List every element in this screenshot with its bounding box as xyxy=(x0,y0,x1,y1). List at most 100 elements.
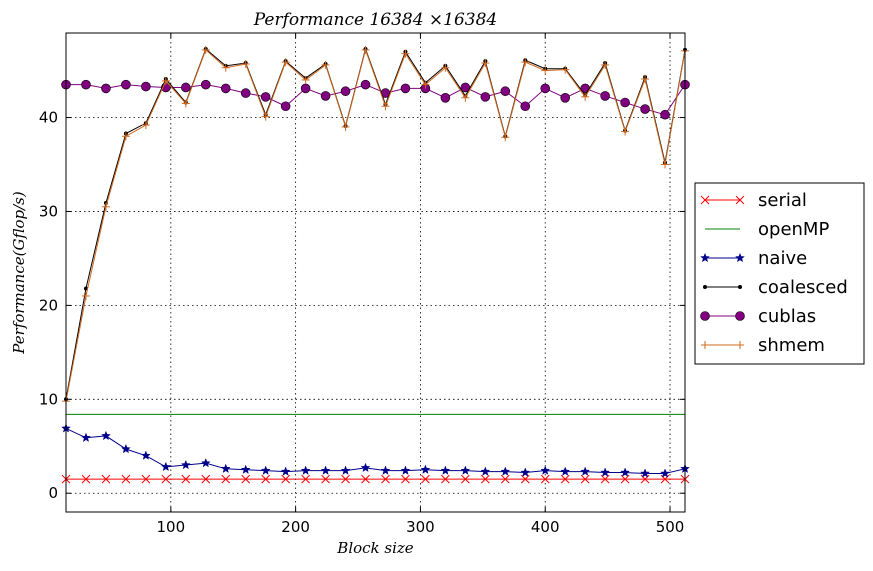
legend-entry-shmem: shmem xyxy=(701,335,825,356)
data-point-cublas xyxy=(560,93,570,103)
x-tick-label: 200 xyxy=(281,518,310,536)
data-point-naive xyxy=(160,461,171,472)
data-point-shmem xyxy=(601,60,610,69)
grid xyxy=(66,33,685,512)
data-point-naive xyxy=(540,465,551,475)
legend-entry-coalesced: coalesced xyxy=(703,277,848,298)
legend: serial openMP naive coalesced cublas shmem xyxy=(694,182,865,365)
data-point-shmem xyxy=(181,99,190,108)
legend-label-cublas: cublas xyxy=(758,306,816,327)
data-point-naive xyxy=(120,443,131,454)
data-point-cublas xyxy=(320,91,331,101)
data-point-serial xyxy=(121,474,131,484)
series-shmem xyxy=(62,45,689,406)
data-point-serial xyxy=(301,474,310,484)
y-axis-title: Performance(Gflop/s) xyxy=(10,191,28,355)
data-point-shmem xyxy=(381,102,390,111)
data-point-serial xyxy=(540,474,550,484)
data-point-naive xyxy=(620,467,631,477)
data-point-shmem xyxy=(161,76,170,85)
data-point-shmem xyxy=(541,66,550,75)
data-point-naive xyxy=(140,450,151,460)
data-point-shmem xyxy=(281,58,290,67)
data-point-serial xyxy=(181,474,191,484)
data-point-naive xyxy=(500,466,511,476)
data-point-cublas xyxy=(220,83,231,94)
data-point-shmem xyxy=(621,127,630,136)
data-point-serial xyxy=(341,474,350,484)
x-tick-label: 500 xyxy=(656,518,685,536)
series-line-coalesced xyxy=(65,47,686,400)
data-point-serial xyxy=(321,474,330,484)
legend-marker-shmem xyxy=(736,341,744,349)
y-tick-label: 10 xyxy=(39,390,58,408)
data-point-naive xyxy=(640,468,651,478)
data-point-serial xyxy=(421,474,430,484)
data-point-cublas xyxy=(540,83,551,94)
data-point-shmem xyxy=(221,63,230,72)
series-line-cublas xyxy=(66,84,686,116)
plot-frame xyxy=(65,32,686,513)
data-point-shmem xyxy=(101,202,110,211)
legend-marker-serial xyxy=(700,195,710,205)
data-point-naive xyxy=(240,464,251,474)
y-tick-label: 0 xyxy=(48,484,58,502)
data-point-naive xyxy=(440,465,451,475)
legend-marker-naive xyxy=(735,252,745,263)
data-point-naive xyxy=(420,464,431,474)
data-point-serial xyxy=(141,474,151,484)
data-point-cublas xyxy=(141,81,151,92)
data-point-cublas xyxy=(280,101,291,112)
legend-marker-cublas xyxy=(735,311,745,321)
data-point-shmem xyxy=(81,291,90,300)
x-tick-label: 100 xyxy=(157,518,186,536)
data-point-serial xyxy=(500,474,510,484)
data-point-shmem xyxy=(501,133,510,142)
data-point-naive xyxy=(600,467,611,477)
legend-box xyxy=(694,182,865,365)
data-point-naive xyxy=(260,465,271,475)
data-point-naive xyxy=(380,465,391,475)
legend-marker-coalesced xyxy=(703,285,707,289)
data-point-shmem xyxy=(301,75,310,84)
data-point-shmem xyxy=(481,59,490,68)
data-point-shmem xyxy=(361,45,370,54)
data-point-serial xyxy=(560,474,570,484)
legend-marker-cublas xyxy=(700,311,710,321)
series-serial xyxy=(61,474,690,484)
data-point-shmem xyxy=(461,93,470,102)
x-tick-label: 300 xyxy=(406,518,435,536)
data-point-serial xyxy=(261,474,271,484)
data-point-serial xyxy=(81,474,91,484)
data-point-serial xyxy=(241,474,251,484)
data-point-cublas xyxy=(121,79,131,90)
data-point-serial xyxy=(221,474,231,484)
data-point-cublas xyxy=(240,88,251,98)
data-point-cublas xyxy=(620,97,630,108)
y-tick-label: 20 xyxy=(39,296,58,314)
data-point-cublas xyxy=(600,91,610,101)
legend-label-shmem: shmem xyxy=(758,335,825,356)
data-point-cublas xyxy=(200,79,211,90)
data-point-serial xyxy=(461,474,470,484)
data-point-shmem xyxy=(201,45,210,54)
data-point-naive xyxy=(100,430,111,441)
legend-entry-openMP: openMP xyxy=(705,219,829,240)
data-point-naive xyxy=(340,465,351,475)
chart-title: Performance 16384 ×16384 xyxy=(253,10,498,30)
data-point-cublas xyxy=(360,79,371,90)
legend-label-serial: serial xyxy=(758,190,807,211)
data-point-serial xyxy=(281,474,290,484)
data-point-cublas xyxy=(660,109,670,120)
data-point-naive xyxy=(81,432,91,443)
data-point-naive xyxy=(320,465,331,475)
data-point-shmem xyxy=(561,65,570,74)
data-point-cublas xyxy=(101,83,111,94)
data-point-naive xyxy=(220,463,231,474)
legend-entry-serial: serial xyxy=(700,190,807,211)
legend-marker-shmem xyxy=(701,341,709,349)
data-point-shmem xyxy=(641,75,650,84)
data-point-naive xyxy=(520,467,531,477)
data-point-naive xyxy=(460,465,471,475)
series-line-naive xyxy=(65,427,686,474)
